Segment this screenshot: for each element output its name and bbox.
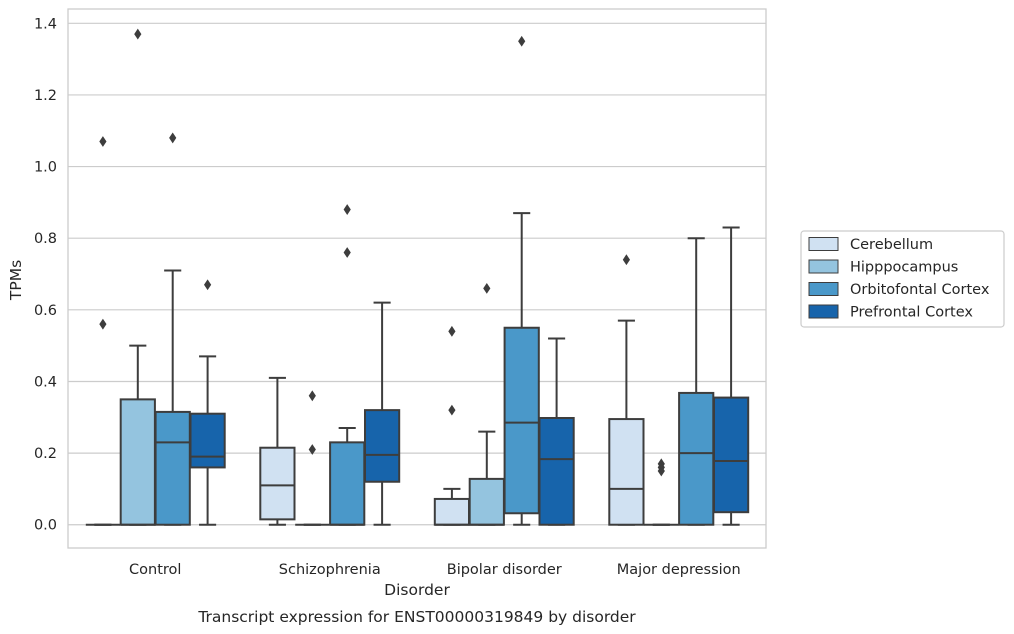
legend-label: Hipppocampus (850, 260, 958, 276)
legend: Cerebellum Hipppocampus Orbitofontal Corte… (800, 230, 1005, 328)
box-cerebellum (608, 254, 645, 526)
outlier-point (99, 136, 107, 147)
outlier-point (448, 325, 456, 337)
y-tick-label: 0.2 (34, 446, 57, 462)
outlier-point (448, 404, 456, 416)
legend-label: Cerebellum (850, 237, 933, 253)
x-axis-ticks: Control Schizophrenia Bipolar disorder Majo… (129, 562, 741, 578)
y-tick-label: 0.6 (34, 303, 57, 319)
y-tick-label: 1.2 (34, 88, 57, 104)
box-hipppocampus (119, 28, 156, 526)
outlier-point (622, 254, 630, 266)
box-prefrontal-cortex (712, 226, 750, 526)
x-tick-label: Control (129, 562, 181, 578)
box-body (608, 418, 645, 526)
x-tick-label: Bipolar disorder (447, 562, 562, 578)
box-body (363, 409, 401, 483)
box-hipppocampus (644, 458, 679, 526)
y-tick-label: 1.0 (34, 160, 57, 176)
box-orbitofontal-cortex (154, 132, 191, 526)
chart-caption: Transcript expression for ENST0000031984… (197, 608, 636, 626)
box-hipppocampus (468, 282, 505, 526)
box-body (433, 497, 471, 526)
box-cerebellum (433, 325, 471, 526)
outlier-point (169, 132, 177, 144)
legend-swatch (808, 304, 839, 319)
box-cerebellum (259, 376, 296, 526)
y-tick-label: 0.4 (34, 374, 57, 390)
outlier-point (657, 458, 665, 470)
y-axis-title: TPMs (7, 260, 25, 301)
outlier-point (343, 247, 351, 258)
box-prefrontal-cortex (363, 301, 401, 526)
x-tick-label: Schizophrenia (279, 562, 381, 578)
outlier-point (308, 390, 316, 402)
legend-frame (800, 230, 1005, 328)
box-plots (85, 28, 750, 526)
outlier-point (204, 279, 212, 291)
box-orbitofontal-cortex (678, 237, 715, 526)
y-tick-label: 1.4 (34, 16, 57, 32)
legend-swatch (808, 237, 839, 251)
box-cerebellum (85, 136, 121, 526)
box-body (712, 396, 750, 514)
outlier-point (134, 28, 142, 40)
x-axis-title: Disorder (384, 581, 450, 599)
legend-label: Prefrontal Cortex (850, 305, 973, 321)
box-body (468, 477, 505, 526)
box-orbitofontal-cortex (329, 204, 366, 526)
plot-frame (67, 8, 767, 549)
x-tick-label: Major depression (617, 562, 741, 578)
outlier-point (518, 35, 526, 47)
box-body (503, 326, 540, 515)
box-body (538, 416, 575, 526)
y-tick-label: 0.8 (34, 231, 57, 247)
box-hipppocampus (295, 390, 330, 526)
box-body (678, 391, 715, 526)
outlier-point (483, 282, 491, 294)
box-body (329, 441, 366, 526)
legend-label: Orbitofontal Cortex (850, 282, 990, 298)
box-prefrontal-cortex (538, 337, 575, 526)
box-body (189, 412, 226, 469)
outlier-point (308, 444, 316, 455)
outlier-point (99, 318, 107, 330)
legend-swatch (808, 259, 839, 274)
box-prefrontal-cortex (189, 279, 226, 526)
box-body (259, 446, 296, 521)
y-axis-ticks: 0.0 0.2 0.4 0.6 0.8 1.0 1.2 1.4 (34, 16, 57, 533)
box-orbitofontal-cortex (503, 35, 540, 526)
box-body (154, 410, 191, 526)
legend-swatch (808, 282, 839, 296)
box-body (119, 398, 156, 526)
y-tick-label: 0.0 (34, 518, 57, 534)
outlier-point (343, 204, 351, 215)
